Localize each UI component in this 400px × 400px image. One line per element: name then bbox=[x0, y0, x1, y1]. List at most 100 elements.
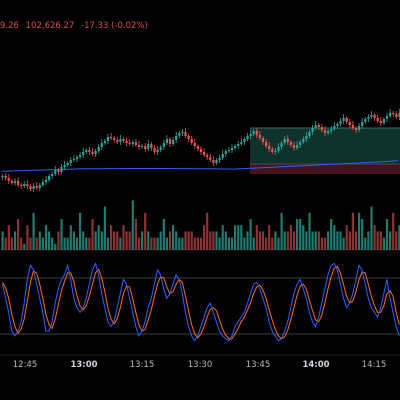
volume-bar bbox=[221, 225, 224, 250]
volume-bar bbox=[289, 225, 292, 250]
candle bbox=[274, 148, 277, 155]
candle bbox=[17, 177, 20, 187]
volume-bar bbox=[44, 225, 48, 250]
candle bbox=[339, 118, 342, 126]
candle bbox=[106, 134, 110, 144]
candle bbox=[57, 168, 60, 175]
volume-bar bbox=[116, 231, 119, 250]
volume-bar bbox=[1, 231, 4, 250]
volume-bar bbox=[184, 231, 187, 250]
volume-bar bbox=[162, 219, 165, 250]
time-tick-label: 14:15 bbox=[361, 360, 387, 370]
candle bbox=[150, 142, 153, 151]
volume-bar bbox=[60, 219, 63, 250]
candle bbox=[119, 135, 122, 145]
candle bbox=[168, 137, 172, 147]
candle bbox=[144, 143, 147, 152]
time-tick-label: 14:00 bbox=[302, 360, 330, 370]
candle bbox=[110, 133, 113, 140]
volume-bar bbox=[261, 231, 265, 250]
volume-bar bbox=[10, 237, 13, 250]
volume-bar bbox=[308, 212, 311, 250]
candle bbox=[227, 147, 230, 153]
candle bbox=[327, 129, 330, 135]
candle bbox=[364, 117, 367, 124]
candle bbox=[305, 132, 308, 142]
volume-bar bbox=[20, 237, 23, 250]
volume-bar bbox=[243, 237, 246, 250]
volume-bar bbox=[206, 212, 209, 250]
volume-bar bbox=[100, 231, 103, 250]
volume-bar bbox=[168, 231, 172, 250]
candle bbox=[196, 144, 199, 151]
volume-bar bbox=[379, 231, 382, 250]
volume-bar bbox=[271, 237, 274, 250]
candle bbox=[1, 174, 4, 180]
volume-bar bbox=[348, 231, 351, 250]
volume-bar bbox=[199, 237, 203, 250]
candle bbox=[221, 150, 224, 160]
candle bbox=[345, 116, 348, 124]
candle bbox=[373, 113, 376, 121]
candle bbox=[265, 139, 268, 148]
candle bbox=[234, 144, 237, 150]
volume-bar bbox=[156, 237, 159, 250]
candle bbox=[354, 126, 358, 133]
volume-bar bbox=[175, 231, 178, 250]
volume-bar bbox=[237, 225, 240, 250]
candle bbox=[283, 136, 286, 145]
candle bbox=[336, 122, 339, 129]
candle bbox=[296, 141, 299, 150]
volume-bar bbox=[354, 231, 358, 250]
candle bbox=[206, 153, 209, 160]
stoch-d-line bbox=[2, 265, 400, 340]
volume-bar bbox=[246, 231, 249, 250]
candle bbox=[395, 111, 398, 119]
candle bbox=[252, 129, 255, 136]
candle bbox=[398, 109, 400, 120]
volume-bar bbox=[392, 212, 395, 250]
candle bbox=[224, 149, 227, 157]
volume-bar bbox=[54, 243, 57, 250]
candle bbox=[23, 181, 26, 188]
volume-bar bbox=[4, 237, 7, 250]
candle bbox=[125, 138, 128, 146]
candle bbox=[199, 146, 203, 155]
volume-bar bbox=[224, 231, 227, 250]
moving-average-line bbox=[1, 160, 399, 172]
candle bbox=[187, 134, 190, 142]
volume-bar bbox=[311, 231, 314, 250]
volume-bar bbox=[66, 237, 69, 250]
volume-bar bbox=[342, 237, 345, 250]
candle bbox=[128, 139, 131, 146]
volume-bar bbox=[268, 225, 271, 250]
volume-bar bbox=[122, 225, 125, 250]
candle bbox=[60, 164, 63, 174]
volume-bar bbox=[258, 231, 261, 250]
volume-bar bbox=[330, 219, 333, 250]
candle bbox=[26, 180, 29, 189]
volume-bar bbox=[23, 243, 26, 250]
legend-header: 9.26 102,626.27 -17.33 (-0.02%) bbox=[0, 19, 152, 33]
candle bbox=[261, 136, 265, 145]
candle bbox=[29, 184, 32, 191]
candle bbox=[32, 183, 35, 192]
candle bbox=[156, 146, 159, 155]
volume-bar bbox=[125, 231, 128, 250]
volume-bar bbox=[203, 225, 206, 250]
volume-bar bbox=[103, 206, 106, 250]
volume-bar bbox=[193, 237, 196, 250]
candle bbox=[379, 117, 382, 126]
volume-bar bbox=[32, 212, 35, 250]
candle bbox=[215, 158, 218, 165]
volume-bar bbox=[345, 225, 348, 250]
time-tick-label: 12:45 bbox=[12, 360, 38, 370]
volume-bar bbox=[358, 212, 361, 250]
stochastic-oscillator bbox=[2, 262, 400, 342]
volume-bar bbox=[178, 237, 181, 250]
candle bbox=[38, 183, 41, 191]
candle bbox=[292, 142, 296, 151]
candle bbox=[289, 140, 292, 147]
candle bbox=[246, 133, 249, 141]
